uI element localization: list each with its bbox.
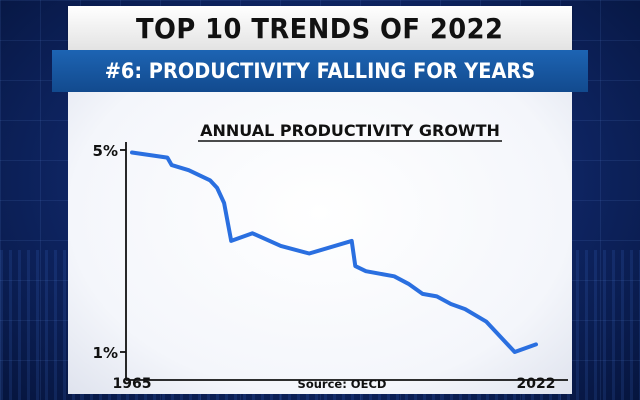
x-tick-label: 1965	[113, 376, 152, 392]
chart-panel	[68, 92, 572, 394]
series-line	[130, 150, 538, 354]
chart-title: ANNUAL PRODUCTIVITY GROWTH	[200, 121, 500, 140]
page-title: TOP 10 TRENDS OF 2022	[136, 11, 504, 45]
y-tick-label: 5%	[93, 142, 118, 160]
y-tick-label: 1%	[93, 344, 118, 362]
x-tick-label: 2022	[517, 376, 556, 392]
subtitle-banner: #6: PRODUCTIVITY FALLING FOR YEARS	[52, 50, 588, 92]
page-subtitle: #6: PRODUCTIVITY FALLING FOR YEARS	[104, 59, 536, 83]
source-label: Source: OECD	[298, 377, 387, 391]
title-banner: TOP 10 TRENDS OF 2022	[68, 6, 572, 50]
productivity-chart: ANNUAL PRODUCTIVITY GROWTH 5% 1% 1965 2022…	[93, 121, 568, 392]
